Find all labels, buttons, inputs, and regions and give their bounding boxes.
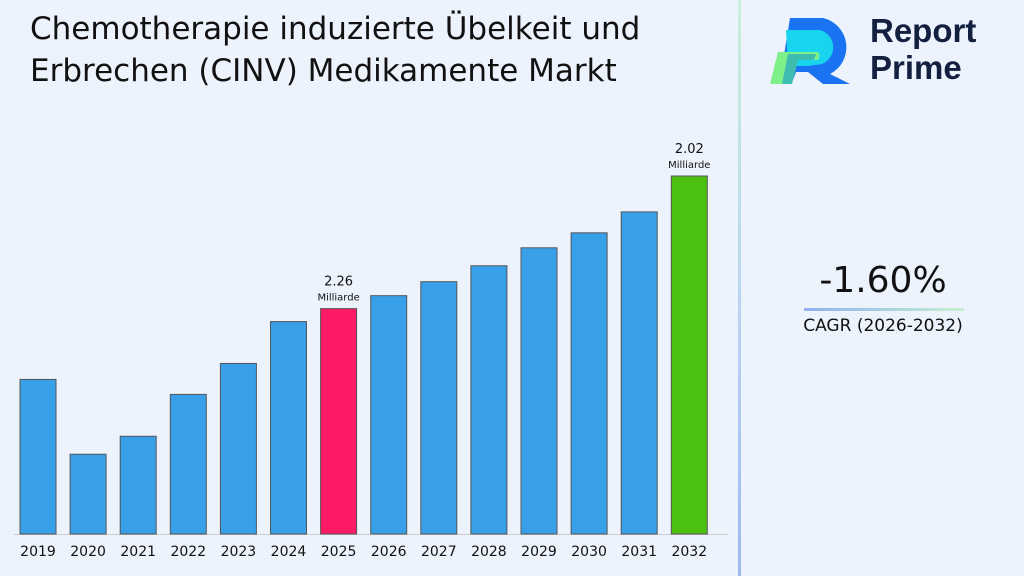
x-tick-label: 2026 <box>371 544 407 560</box>
x-tick-label: 2020 <box>70 544 106 560</box>
x-tick-label: 2024 <box>271 544 307 560</box>
chart-title: Chemotherapie induzierte Übelkeit und Er… <box>30 11 641 89</box>
data-label-unit: Milliarde <box>668 160 710 171</box>
data-label-value: 2.26 <box>324 275 353 290</box>
x-tick-label: 2029 <box>521 544 557 560</box>
x-tick-label: 2021 <box>120 544 156 560</box>
brand-line1: Report <box>870 12 977 49</box>
bar-2022 <box>169 393 207 535</box>
bar-2028 <box>470 265 508 535</box>
x-tick-label: 2028 <box>471 544 507 560</box>
bar-2027 <box>420 281 458 535</box>
x-tick-label: 2022 <box>170 544 206 560</box>
divider <box>738 0 741 576</box>
report-prime-logo <box>770 18 850 84</box>
bar-2025 <box>320 308 358 535</box>
x-tick-label: 2031 <box>621 544 657 560</box>
bar-2019 <box>19 378 57 535</box>
x-tick-label: 2032 <box>671 544 707 560</box>
cagr-value: -1.60% <box>819 260 947 301</box>
bar-2024 <box>270 321 307 535</box>
data-label-value: 2.02 <box>675 142 704 157</box>
x-tick-label: 2025 <box>321 544 357 560</box>
bar-2029 <box>520 247 558 535</box>
bar-2021 <box>119 435 157 535</box>
data-label-unit: Milliarde <box>317 293 359 304</box>
brand-line2: Prime <box>870 49 962 86</box>
cagr-underline <box>804 308 964 311</box>
brand-name: Report Prime <box>870 12 976 86</box>
bar-2030 <box>570 232 608 535</box>
bar-chart: 2019 2020 2021 2022 2023 2024 2025 2.26 Milliard… <box>14 142 728 560</box>
bar-2020 <box>69 453 107 535</box>
bar-2032 <box>670 175 708 535</box>
x-tick-label: 2019 <box>20 544 56 560</box>
bar-2026 <box>370 295 408 535</box>
x-tick-label: 2030 <box>571 544 607 560</box>
bar-2031 <box>620 211 658 535</box>
bar-2023 <box>219 362 257 535</box>
x-tick-label: 2027 <box>421 544 457 560</box>
cagr-label: CAGR (2026-2032) <box>803 316 963 336</box>
x-tick-label: 2023 <box>221 544 257 560</box>
